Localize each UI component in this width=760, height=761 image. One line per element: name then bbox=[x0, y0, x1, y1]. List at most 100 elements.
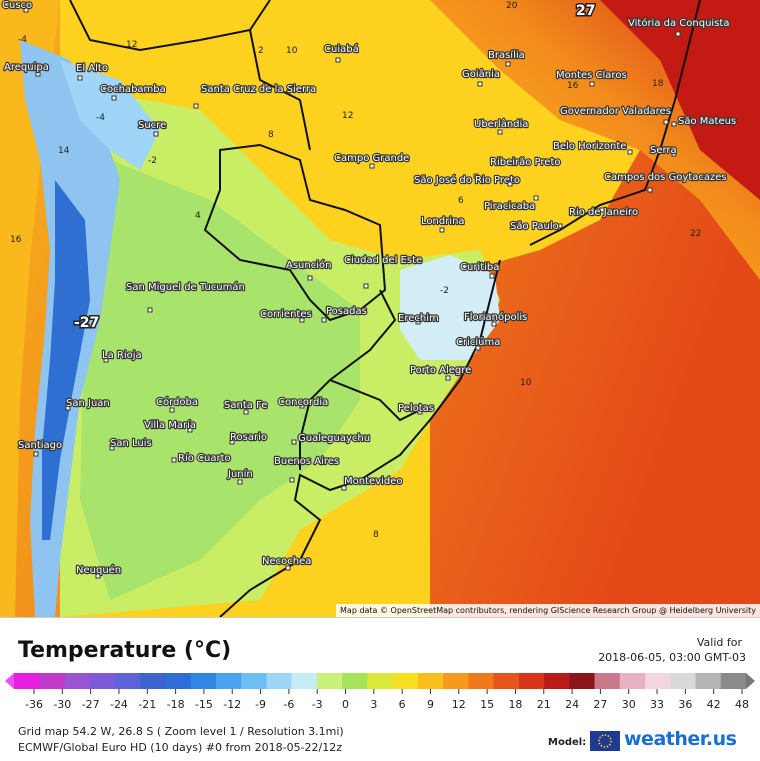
city-junin: Junín bbox=[226, 467, 254, 485]
svg-text:La Rioja: La Rioja bbox=[102, 350, 142, 361]
svg-text:Curitiba: Curitiba bbox=[460, 262, 499, 273]
city-porto-alegre: Porto Alegre bbox=[409, 364, 472, 381]
color-scale-tick-label: 48 bbox=[735, 698, 749, 711]
city-neuquen: Neuquén bbox=[75, 563, 122, 579]
svg-text:Santa Fe: Santa Fe bbox=[224, 400, 267, 411]
svg-text:Campos dos Goytacazes: Campos dos Goytacazes bbox=[604, 172, 727, 183]
city-florianopolis: Florianópolis bbox=[463, 310, 529, 327]
contour-labels: 12 2 10 12 8 -4 -2 14 16 10 8 20 18 16 2… bbox=[10, 1, 701, 540]
contour-label: 20 bbox=[506, 1, 518, 11]
city-san-miguel-de-tucuman: San Miguel de Tucumán bbox=[125, 280, 246, 313]
svg-text:Neuquén: Neuquén bbox=[76, 564, 121, 576]
contour-label: 16 bbox=[10, 235, 22, 245]
city-sao-paulo: São Paulo bbox=[509, 220, 563, 233]
scale-left-arrow bbox=[5, 673, 14, 689]
color-scale-swatch bbox=[190, 673, 217, 689]
brand-logo[interactable]: weather.us bbox=[624, 728, 737, 750]
svg-text:San Luis: San Luis bbox=[110, 438, 152, 449]
svg-text:Erechim: Erechim bbox=[398, 313, 439, 324]
city-cochabamba: Cochabamba bbox=[99, 83, 167, 101]
svg-text:Cuiabá: Cuiabá bbox=[324, 43, 359, 55]
color-scale-swatch bbox=[518, 673, 545, 689]
svg-text:San Miguel de Tucumán: San Miguel de Tucumán bbox=[126, 281, 245, 293]
ocean-west bbox=[0, 0, 60, 617]
city-serra: Serra bbox=[649, 144, 678, 157]
color-scale-swatch bbox=[569, 673, 596, 689]
color-scale-swatch bbox=[695, 673, 722, 689]
model-label: Model: bbox=[548, 737, 587, 748]
city-gualeguaychu: Gualeguaychu bbox=[291, 432, 371, 445]
city-curitiba: Curitiba bbox=[459, 261, 501, 279]
legend-footer: Temperature (°C) Valid for 2018-06-05, 0… bbox=[0, 617, 760, 761]
color-scale-tick-label: 36 bbox=[678, 698, 692, 711]
svg-text:São Mateus: São Mateus bbox=[678, 116, 736, 127]
svg-text:Ribeirão Preto: Ribeirão Preto bbox=[490, 157, 560, 168]
min-temperature-marker: -27 bbox=[74, 315, 99, 331]
color-scale-swatch bbox=[670, 673, 697, 689]
color-scale-tick-label: -12 bbox=[223, 698, 241, 711]
color-scale-tick-label: 42 bbox=[707, 698, 721, 711]
svg-text:Montes Claros: Montes Claros bbox=[556, 70, 627, 81]
color-scale-tick-label: 0 bbox=[342, 698, 349, 711]
city-necochea: Necochea bbox=[261, 555, 313, 571]
color-scale-tick-label: -6 bbox=[283, 698, 294, 711]
city-cusco: Cusco bbox=[1, 0, 33, 13]
color-scale-swatch bbox=[417, 673, 444, 689]
city-piracicaba: Piracicaba bbox=[483, 195, 539, 213]
svg-text:Pelotas: Pelotas bbox=[398, 403, 434, 414]
color-scale-tick-label: -24 bbox=[110, 698, 128, 711]
city-concordia: Concordia bbox=[277, 396, 330, 409]
color-scale-swatch bbox=[493, 673, 520, 689]
city-santa-cruz: Santa Cruz de la Sierra bbox=[193, 83, 317, 109]
city-sao-jose-do-rio-preto: São José do Rio Preto bbox=[413, 173, 521, 187]
color-scale-swatch bbox=[342, 673, 368, 689]
contour-label: 16 bbox=[567, 81, 579, 91]
svg-text:Asunción: Asunción bbox=[286, 259, 331, 271]
color-scale-swatch bbox=[392, 673, 419, 689]
color-scale-tick-label: -18 bbox=[167, 698, 185, 711]
svg-text:Rio de Janeiro: Rio de Janeiro bbox=[569, 207, 638, 218]
color-scale-swatch bbox=[165, 673, 192, 689]
contour-label: 8 bbox=[373, 530, 379, 540]
svg-text:Porto Alegre: Porto Alegre bbox=[410, 365, 471, 376]
svg-text:Villa María: Villa María bbox=[144, 419, 196, 431]
color-scale-swatch bbox=[215, 673, 242, 689]
svg-text:Sucre: Sucre bbox=[138, 120, 166, 131]
color-scale-tick-label: 24 bbox=[565, 698, 579, 711]
cold-patch-south-brazil bbox=[400, 255, 500, 360]
svg-text:Concordia: Concordia bbox=[278, 397, 328, 408]
city-san-juan: San Juan bbox=[65, 397, 111, 411]
svg-text:Gualeguaychu: Gualeguaychu bbox=[298, 433, 370, 444]
grid-info: Grid map 54.2 W, 26.8 S ( Zoom level 1 /… bbox=[18, 725, 344, 738]
color-scale-tick-label: 3 bbox=[370, 698, 377, 711]
color-scale-swatch bbox=[14, 673, 40, 689]
temperature-map[interactable]: 27 -27 12 2 10 12 8 -4 -2 14 16 10 8 20 … bbox=[0, 0, 760, 617]
contour-label: 22 bbox=[690, 229, 701, 239]
max-temperature-marker: 27 bbox=[576, 3, 595, 19]
contour-label: -2 bbox=[440, 286, 449, 296]
city-vitoria-da-conquista: Vitória da Conquista bbox=[627, 16, 731, 37]
city-cuiaba: Cuiabá bbox=[323, 42, 360, 63]
color-scale-ticks: -36 -30 -27 -24 -21 -18 -15 -12 -9 -6 -3 0 3 6 9 12 15 18… bbox=[25, 689, 749, 711]
color-scale-swatch bbox=[594, 673, 621, 689]
map-attribution: Map data © OpenStreetMap contributors, r… bbox=[336, 604, 760, 617]
city-belo-horizonte: Belo Horizonte bbox=[552, 140, 633, 155]
svg-text:Florianópolis: Florianópolis bbox=[464, 311, 527, 323]
color-scale-swatch bbox=[443, 673, 469, 689]
svg-text:Montevideo: Montevideo bbox=[344, 476, 402, 487]
color-scale-tick-label: 30 bbox=[622, 698, 636, 711]
city-ciudad-del-este: Ciudad del Este bbox=[343, 254, 423, 289]
color-scale-tick-label: 33 bbox=[650, 698, 664, 711]
city-rio-cuarto: Río Cuarto bbox=[171, 451, 232, 465]
city-labels: Cusco Arequipa El Alto Cochabamba Santa … bbox=[1, 0, 737, 579]
svg-text:Piracicaba: Piracicaba bbox=[484, 201, 535, 212]
svg-text:El Alto: El Alto bbox=[76, 63, 108, 74]
city-governador-valadares: Governador Valadares bbox=[559, 105, 672, 125]
svg-text:San Juan: San Juan bbox=[66, 398, 110, 409]
valid-for-label: Valid for bbox=[696, 636, 742, 649]
contour-label: -4 bbox=[96, 113, 105, 123]
contour-label: 6 bbox=[458, 196, 464, 206]
color-scale-swatch bbox=[64, 673, 91, 689]
color-scale-tick-label: 18 bbox=[508, 698, 522, 711]
contour-label: 18 bbox=[652, 79, 664, 89]
